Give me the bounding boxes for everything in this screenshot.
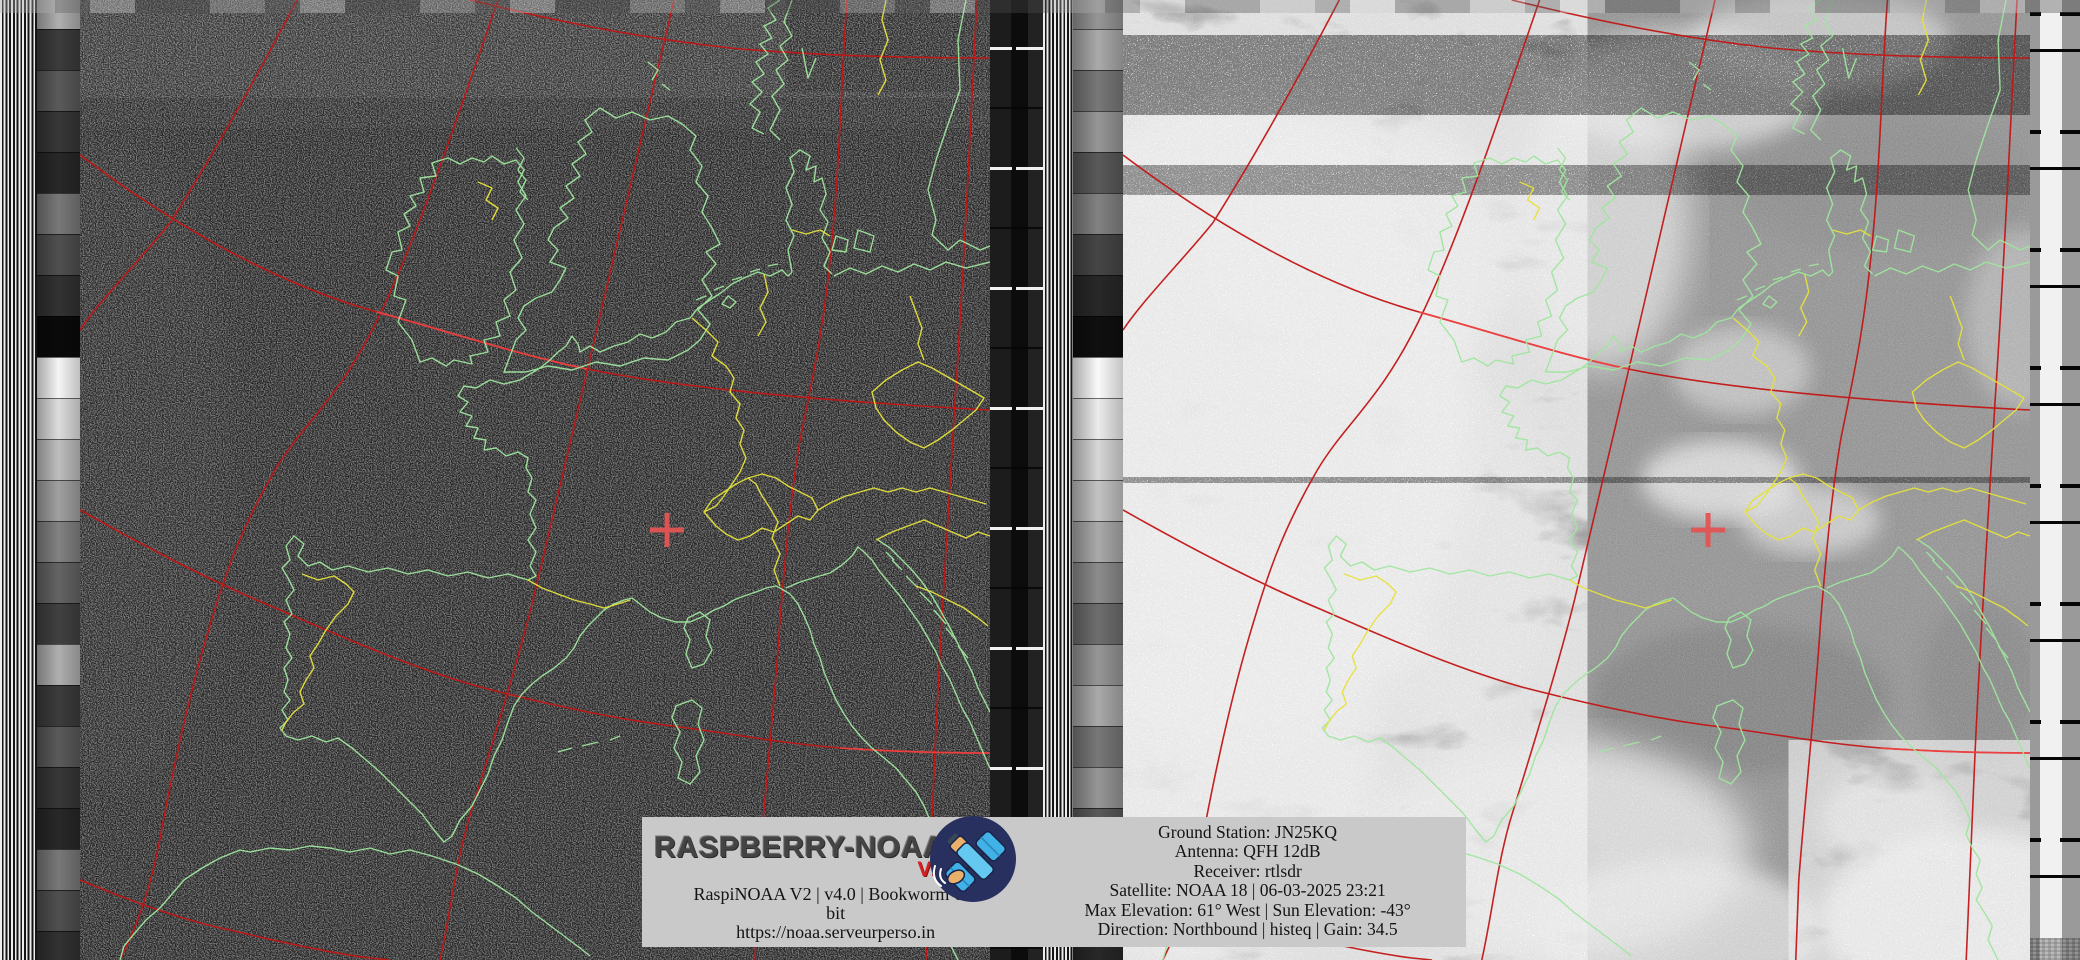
noise-bands — [1123, 0, 2030, 960]
software-version-line-wrap: bit — [826, 903, 846, 923]
ground-station-line: Ground Station: JN25KQ — [1158, 822, 1338, 842]
satellite-icon — [945, 830, 1007, 893]
logo-text: RASPBERRY-NOAA — [654, 831, 946, 864]
sync-bar-channel-b — [1043, 0, 1073, 960]
satellite-badge-icon — [930, 816, 1017, 902]
channel-gap-dark-band — [990, 0, 1043, 960]
channel-b-image — [1123, 0, 2030, 960]
right-telemetry-markers — [2030, 0, 2080, 960]
raspberry-noaa-logo: RASPBERRY-NOAA V2 — [654, 816, 1017, 902]
telemetry-wedge-channel-a — [37, 0, 80, 960]
antenna-line: Antenna: QFH 12dB — [1174, 841, 1321, 862]
sync-bar-channel-a — [0, 0, 37, 960]
satellite-line: Satellite: NOAA 18 | 06-03-2025 23:21 — [1109, 880, 1386, 901]
right-telemetry-noise — [2030, 938, 2080, 960]
right-telemetry-bar — [2030, 0, 2080, 960]
telemetry-wedge-channel-b — [1073, 0, 1123, 960]
station-url: https://noaa.serveurperso.in — [736, 922, 936, 942]
direction-line: Direction: Northbound | histeq | Gain: 3… — [1097, 919, 1398, 940]
receiver-line: Receiver: rtlsdr — [1193, 860, 1302, 881]
top-noise-row — [0, 0, 2080, 13]
footer-left-column: RASPBERRY-NOAA V2 — [642, 816, 1029, 947]
elevation-line: Max Elevation: 61° West | Sun Elevation:… — [1084, 899, 1411, 920]
pass-info-footer: RASPBERRY-NOAA V2 — [642, 816, 1466, 947]
footer-right-column: Ground Station: JN25KQ Antenna: QFH 12dB… — [1029, 817, 1466, 947]
software-version-line: RaspiNOAA V2 | v4.0 | Bookworm 64- — [693, 884, 978, 904]
channel-a-image — [80, 0, 990, 960]
right-telemetry-stripe — [2040, 0, 2062, 960]
